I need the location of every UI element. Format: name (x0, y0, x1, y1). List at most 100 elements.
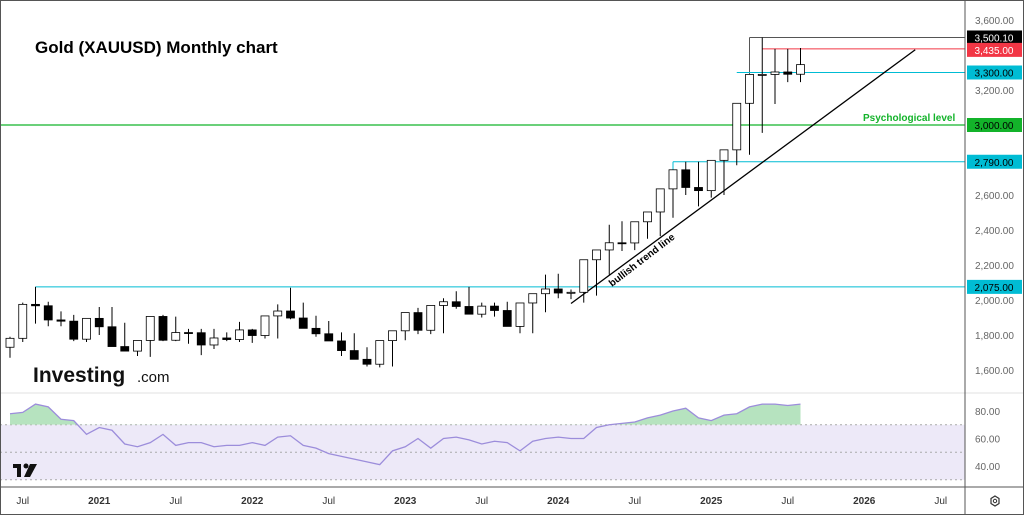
svg-text:Investing: Investing (33, 364, 125, 387)
price-label-text: 2,790.00 (975, 158, 1014, 169)
time-tick: Jul (322, 496, 335, 507)
candle-up (745, 74, 754, 104)
candle-down (31, 303, 40, 307)
candle-up (668, 169, 678, 190)
candle-down (502, 310, 512, 327)
price-tick: 2,400.00 (975, 226, 1014, 237)
candle-up (655, 188, 665, 213)
candle-up (18, 303, 28, 339)
candle-up (796, 64, 805, 75)
candle-down (362, 358, 372, 365)
rsi-tick: 60.00 (975, 435, 1000, 446)
candle-up (604, 242, 614, 251)
settings-button[interactable] (990, 495, 1000, 507)
price-label-text: 3,500.10 (975, 33, 1014, 44)
chart-title: Gold (XAUUSD) Monthly chart (35, 38, 278, 57)
candle-up (579, 259, 589, 293)
time-tick: 2024 (547, 496, 570, 507)
price-label-2075 (967, 279, 1022, 294)
candle-up (732, 102, 742, 151)
candle-down (107, 326, 117, 347)
price-tick: 2,200.00 (975, 261, 1014, 272)
time-tick: Jul (628, 496, 641, 507)
candle-up (209, 337, 219, 346)
candle-up (400, 312, 410, 332)
candle-up (592, 249, 601, 261)
candle-up (82, 317, 91, 340)
rsi-line (9, 403, 801, 466)
candle-down (337, 340, 346, 351)
candle-up (770, 71, 780, 75)
price-tick: 1,800.00 (975, 331, 1014, 342)
candle-down (222, 337, 232, 340)
candle-down (286, 310, 295, 319)
time-tick: Jul (475, 496, 488, 507)
candle-down (298, 317, 308, 329)
price-tick: 3,600.00 (975, 16, 1014, 27)
candle-down (158, 316, 168, 341)
candle-down (184, 332, 193, 334)
time-tick: Jul (169, 496, 182, 507)
candle-down (451, 301, 461, 307)
candle-up (706, 159, 716, 192)
candle-up (375, 340, 385, 365)
time-tick: 2025 (700, 496, 723, 507)
candle-up (426, 305, 436, 331)
candle-up (477, 305, 487, 315)
candle-down (694, 187, 703, 192)
candle-down (413, 312, 423, 331)
candle-up (757, 74, 767, 76)
time-tick: 2026 (853, 496, 876, 507)
price-label-3300 (967, 65, 1022, 80)
bullish-trend-line (570, 49, 916, 305)
price-tick: 2,600.00 (975, 191, 1014, 202)
candle-up (630, 221, 640, 244)
candle-down (196, 332, 206, 346)
time-tick: Jul (16, 496, 29, 507)
candle-down (94, 317, 104, 328)
candle-down (43, 305, 53, 321)
price-label-text: 3,300.00 (975, 69, 1014, 80)
candle-up (541, 288, 550, 295)
candle-down (553, 288, 563, 294)
price-tick: 2,000.00 (975, 296, 1014, 307)
candle-up (388, 330, 397, 341)
price-label-text: 3,435.00 (975, 46, 1014, 57)
rsi-tick: 80.00 (975, 407, 1000, 418)
candle-up (5, 337, 15, 348)
time-tick: 2021 (88, 496, 111, 507)
price-label-3500.1 (967, 30, 1022, 45)
candle-up (171, 332, 181, 341)
price-tick: 3,200.00 (975, 86, 1014, 97)
candle-down (464, 306, 474, 315)
candle-down (247, 329, 257, 336)
candle-up (133, 340, 142, 352)
candle-up (145, 316, 155, 341)
price-tick: 1,600.00 (975, 366, 1014, 377)
rsi-tick: 40.00 (975, 462, 1000, 473)
candle-up (235, 329, 244, 340)
candle-up (515, 302, 525, 327)
candle-up (566, 291, 576, 294)
candle-up (643, 211, 652, 223)
candle-up (719, 149, 729, 161)
price-label-text: 2,075.00 (975, 283, 1014, 294)
time-tick: 2022 (241, 496, 264, 507)
candle-down (56, 319, 66, 322)
time-tick: Jul (934, 496, 947, 507)
candle-down (617, 242, 627, 245)
trend-line-label: bullish trend line (607, 232, 678, 290)
candle-down (783, 71, 793, 75)
price-label-text: 3,000.00 (975, 121, 1014, 132)
rsi-overbought-fill (10, 404, 801, 425)
candle-down (681, 169, 691, 188)
candle-down (490, 305, 499, 311)
candle-up (528, 293, 538, 304)
candle-up (260, 315, 270, 336)
psychological-level-label: Psychological level (863, 113, 955, 124)
candle-down (349, 350, 359, 360)
investing-logo: Investing .com (33, 364, 170, 387)
price-label-3000 (967, 118, 1022, 132)
